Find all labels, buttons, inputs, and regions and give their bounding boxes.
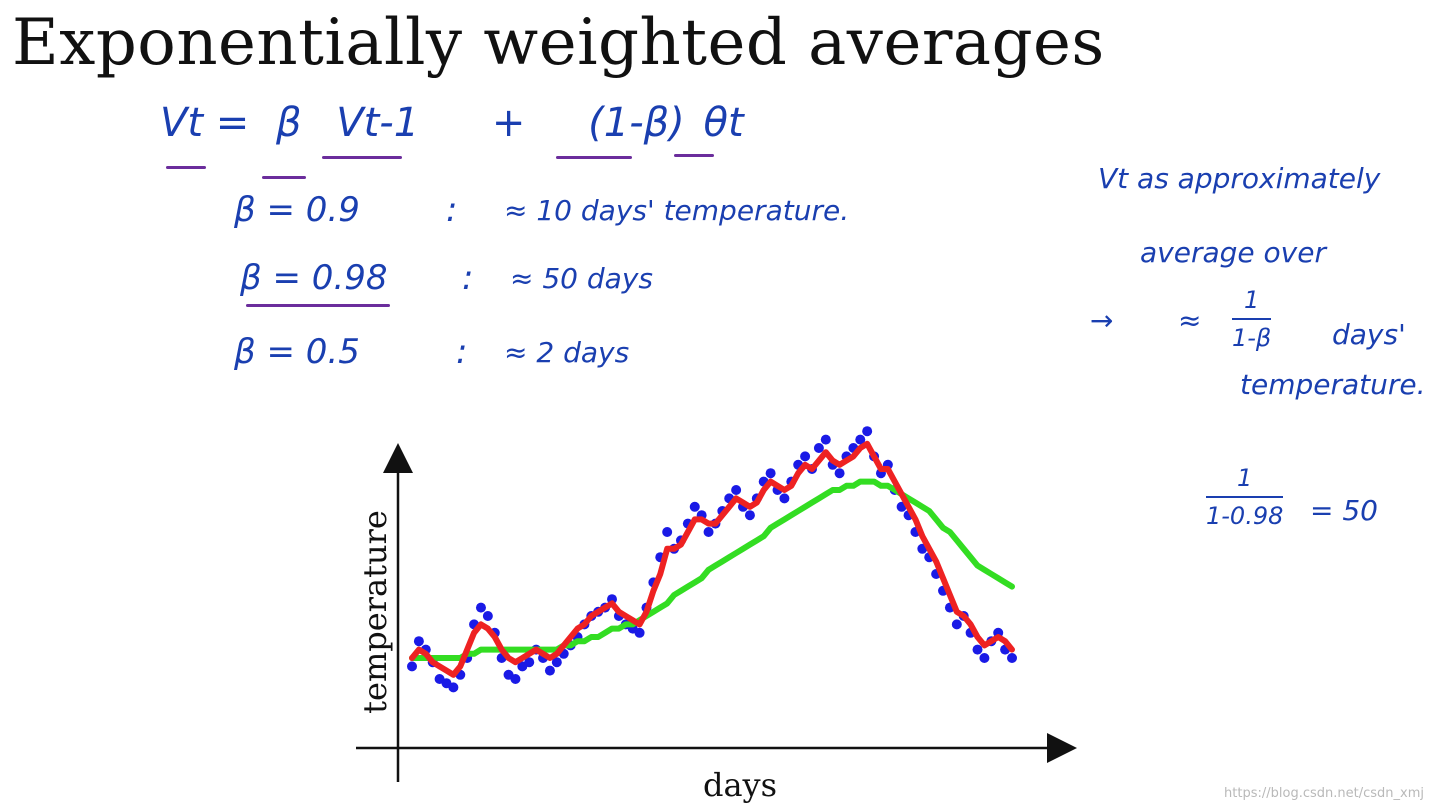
frac-numerator: 1 — [1243, 286, 1260, 314]
eq-plus: + — [491, 100, 526, 146]
data-point — [703, 527, 714, 537]
data-point — [524, 657, 535, 668]
data-point — [1007, 653, 1017, 663]
data-point — [482, 611, 493, 621]
data-point — [979, 653, 990, 663]
side-note-days: days' — [1332, 318, 1406, 351]
underline-beta — [262, 176, 306, 179]
side-note-line1: Vt as approximately — [1098, 162, 1381, 195]
eq-theta: θt — [703, 100, 744, 146]
data-point — [951, 619, 962, 630]
y-axis-label: temperature — [356, 510, 394, 714]
eq-v-prev: Vt-1 — [336, 100, 420, 146]
underline-vprev — [322, 156, 402, 159]
watermark: https://blog.csdn.net/csdn_xmj — [1224, 786, 1424, 801]
data-point — [689, 501, 700, 512]
calc-fraction: 1 1-0.98 — [1206, 464, 1284, 530]
eq-beta: β — [276, 100, 302, 146]
side-note-line4: temperature. — [1240, 368, 1426, 401]
side-note-line2: average over — [1140, 236, 1326, 269]
eq-lhs: Vt = — [160, 100, 250, 146]
data-point — [407, 661, 417, 672]
data-point — [813, 443, 824, 453]
underline-vt — [166, 166, 206, 169]
side-note-approx: ≈ — [1178, 304, 1202, 337]
underline-theta — [674, 154, 714, 157]
green-line — [409, 478, 1015, 661]
update-equation: Vt = β Vt-1 + (1-β) θt — [160, 100, 744, 146]
calc-denominator: 1-0.98 — [1206, 502, 1284, 530]
data-point — [731, 485, 742, 495]
data-point — [765, 468, 776, 479]
underline-one-minus-beta — [556, 156, 632, 159]
beta-example-1: β = 0.9 : ≈ 10 days' temperature. — [234, 190, 850, 230]
data-point — [779, 493, 790, 504]
data-point — [744, 510, 755, 521]
data-point — [551, 657, 562, 668]
red-line — [409, 440, 1015, 678]
data-point — [634, 627, 645, 638]
data-point — [475, 602, 486, 613]
underline-beta-098 — [246, 304, 390, 307]
data-point — [544, 665, 555, 676]
data-point — [662, 527, 673, 537]
frac-denominator: 1-β — [1232, 324, 1272, 352]
eq-one-minus-beta: (1-β) — [588, 100, 685, 146]
data-point — [800, 451, 811, 462]
page-title: Exponentially weighted averages — [12, 6, 1105, 80]
beta-example-2: β = 0.98 : ≈ 50 days — [240, 258, 653, 298]
data-point — [820, 434, 831, 445]
data-point — [855, 434, 866, 445]
data-point — [972, 644, 983, 655]
data-point — [413, 636, 424, 647]
x-axis-label: days — [703, 766, 777, 804]
calc-result: = 50 — [1310, 494, 1378, 527]
calc-numerator: 1 — [1237, 464, 1253, 492]
side-note-arrow: → — [1090, 304, 1114, 337]
data-point — [862, 426, 873, 437]
side-note-fraction: 1 1-β — [1232, 286, 1272, 352]
beta-example-3: β = 0.5 : ≈ 2 days — [234, 332, 630, 372]
data-point — [834, 468, 845, 479]
data-point — [510, 674, 521, 684]
data-point — [448, 682, 459, 693]
